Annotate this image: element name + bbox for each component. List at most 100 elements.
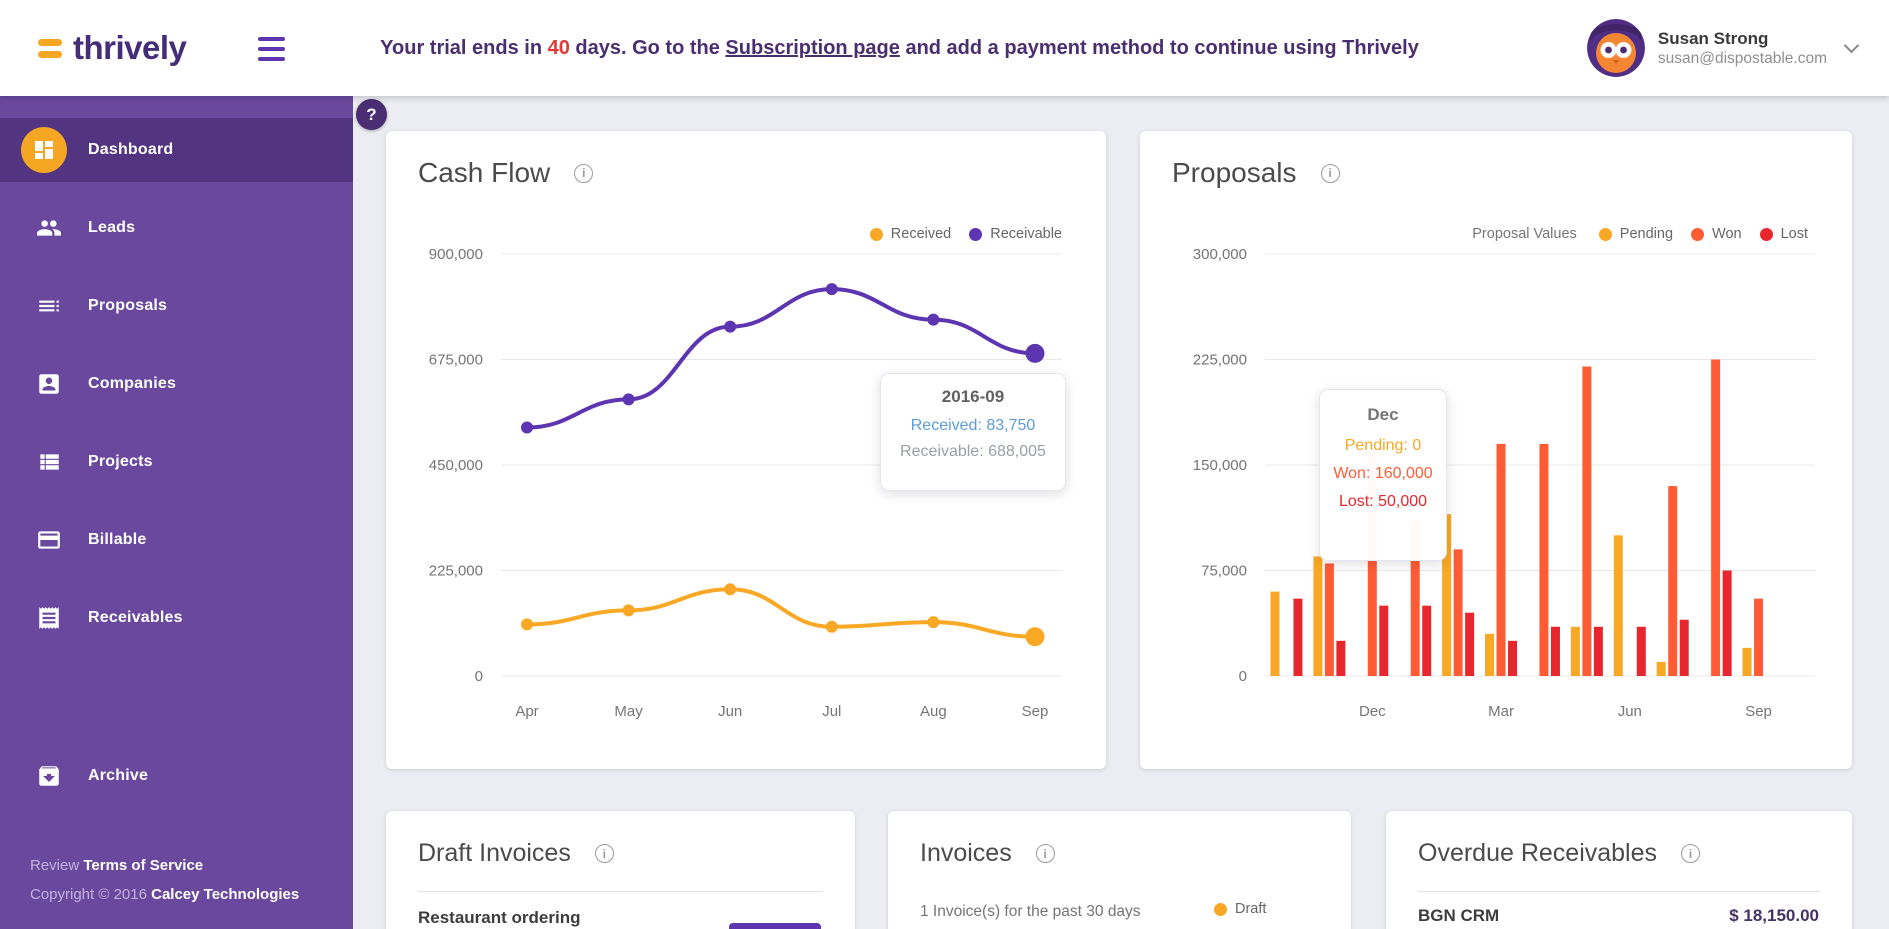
sidebar-item-label: Archive (88, 767, 149, 784)
legend-item-received[interactable]: Received (869, 226, 952, 242)
sidebar-item-label: Projects (88, 453, 153, 470)
sidebar-item-receivables[interactable]: Receivables (0, 586, 353, 650)
sidebar-item-leads[interactable]: Leads (0, 196, 353, 260)
tooltip-won: Won: 160,000 (1333, 465, 1433, 482)
sidebar-item-label: Leads (88, 219, 136, 236)
legend-label: Receivable (990, 226, 1062, 242)
draft-invoice-action-button[interactable] (729, 923, 821, 929)
svg-text:Sep: Sep (1745, 703, 1772, 720)
proposals-tooltip: Dec Pending: 0 Won: 160,000 Lost: 50,000 (1319, 389, 1447, 561)
thrively-logo[interactable]: thrively (38, 0, 187, 96)
sidebar-item-label: Dashboard (88, 141, 174, 158)
sidebar-item-dashboard[interactable]: Dashboard (0, 118, 353, 182)
topbar: thrively Your trial ends in 40 days. Go … (0, 0, 1889, 96)
svg-text:Sep: Sep (1022, 703, 1049, 720)
info-icon[interactable]: i (574, 163, 594, 183)
terms-of-service-link[interactable]: Terms of Service (83, 857, 204, 874)
card-title-text: Overdue Receivables (1418, 839, 1658, 867)
card-title-text: Cash Flow (418, 157, 551, 188)
sidebar-item-label: Proposals (88, 297, 168, 314)
legend-item-lost[interactable]: Lost (1759, 226, 1808, 242)
account-box-icon (36, 371, 62, 397)
draft-invoice-item[interactable]: Restaurant ordering (418, 908, 581, 927)
sidebar-item-proposals[interactable]: Proposals (0, 274, 353, 338)
tooltip-received: Received: 83,750 (910, 417, 1036, 434)
tooltip-receivable: Receivable: 688,005 (900, 443, 1046, 460)
draft-invoices-title: Draft Invoices i (418, 839, 614, 868)
cash-flow-tooltip: 2016-09 Received: 83,750 Receivable: 688… (880, 373, 1066, 491)
copyright-text: Copyright © 2016 (30, 885, 152, 903)
company-name: Calcey Technologies (151, 885, 300, 903)
chevron-down-icon[interactable] (1843, 37, 1860, 53)
draft-invoices-card: Draft Invoices i Restaurant ordering (386, 811, 855, 929)
svg-text:0: 0 (475, 668, 483, 685)
divider (1418, 891, 1820, 892)
info-icon[interactable]: i (1035, 844, 1055, 863)
legend-dot (1598, 227, 1612, 241)
archive-icon (36, 763, 62, 789)
sidebar-item-projects[interactable]: Projects (0, 430, 353, 494)
copyright-line: Copyright © 2016 Calcey Technologies (30, 881, 299, 910)
trial-text: days. Go to the (569, 36, 726, 59)
legend-item-receivable[interactable]: Receivable (969, 226, 1062, 242)
tooltip-title: 2016-09 (941, 387, 1005, 406)
user-menu[interactable]: Susan Strong susan@dispostable.com (1586, 0, 1861, 96)
svg-text:Jun: Jun (1618, 703, 1642, 720)
sidebar-item-label: Companies (88, 375, 177, 392)
subscription-page-link[interactable]: Subscription page (725, 36, 900, 59)
legend-item-pending[interactable]: Pending (1598, 226, 1673, 242)
card-title-text: Proposals (1172, 157, 1297, 188)
svg-text:675,000: 675,000 (429, 352, 483, 369)
legend-dot (969, 227, 983, 241)
trial-days-remaining: 40 (547, 36, 570, 59)
info-icon[interactable]: i (1320, 163, 1340, 183)
legend-label: Won (1712, 226, 1742, 242)
tooltip-pending: Pending: 0 (1344, 437, 1422, 454)
sidebar-item-billable[interactable]: Billable (0, 508, 353, 572)
svg-text:900,000: 900,000 (429, 246, 483, 263)
trial-banner: Your trial ends in 40 days. Go to the Su… (340, 0, 1459, 96)
trial-text: Your trial ends in (380, 36, 548, 59)
sidebar-item-label: Receivables (88, 609, 183, 626)
svg-text:225,000: 225,000 (429, 563, 483, 580)
card-title-text: Invoices (920, 839, 1012, 867)
proposals-title: Proposals i (1172, 157, 1340, 189)
info-icon[interactable]: i (1681, 844, 1701, 863)
overdue-amount: $ 18,150.00 (1729, 906, 1819, 925)
proposals-chart: 0 75,000 150,000 225,000 300,000 Dec Mar Jun Sep (1193, 246, 1815, 720)
thrively-logo-icon (38, 38, 62, 58)
sidebar: Dashboard Leads Proposals Companies (0, 96, 353, 929)
overdue-company-name[interactable]: BGN CRM (1418, 906, 1500, 925)
tooltip-lost: Lost: 50,000 (1338, 493, 1428, 510)
svg-text:Aug: Aug (920, 703, 947, 720)
sidebar-item-label: Billable (88, 531, 147, 548)
svg-text:Apr: Apr (515, 703, 538, 720)
help-badge[interactable]: ? (356, 99, 387, 130)
cash-flow-title: Cash Flow i (418, 157, 594, 189)
sidebar-item-archive[interactable]: Archive (0, 744, 353, 808)
proposals-legend: Proposal Values Pending Won Lost (1472, 226, 1808, 242)
svg-text:300,000: 300,000 (1193, 246, 1247, 263)
cash-flow-card: Cash Flow i Received Receivable 0 225,000… (386, 131, 1106, 769)
svg-text:450,000: 450,000 (429, 457, 483, 474)
receipt-icon (36, 605, 62, 631)
sidebar-footer: Review Terms of Service Copyright © 2016… (30, 852, 299, 909)
svg-text:Dec: Dec (1359, 703, 1386, 720)
thrively-logo-text: thrively (73, 29, 187, 66)
avatar (1586, 19, 1645, 77)
invoices-summary: 1 Invoice(s) for the past 30 days (920, 903, 1141, 920)
invoices-legend-draft[interactable]: Draft (1214, 901, 1266, 917)
sidebar-item-companies[interactable]: Companies (0, 352, 353, 416)
info-icon[interactable]: i (594, 844, 614, 863)
svg-text:May: May (614, 703, 643, 720)
menu-toggle-icon[interactable] (258, 37, 285, 61)
svg-text:Jul: Jul (822, 703, 841, 720)
divider (418, 891, 823, 892)
legend-title: Proposal Values (1472, 226, 1577, 242)
invoices-card: Invoices i 1 Invoice(s) for the past 30 … (888, 811, 1351, 929)
overdue-receivables-title: Overdue Receivables i (1418, 839, 1701, 868)
legend-label: Received (890, 226, 952, 242)
svg-text:75,000: 75,000 (1201, 563, 1247, 580)
legend-item-won[interactable]: Won (1691, 226, 1742, 242)
